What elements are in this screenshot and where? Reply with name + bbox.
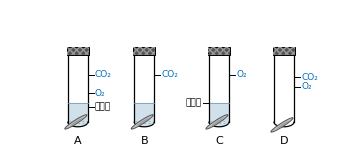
FancyBboxPatch shape xyxy=(208,47,230,55)
Text: 蜗馏水: 蜗馏水 xyxy=(95,102,111,111)
Polygon shape xyxy=(209,103,229,127)
FancyBboxPatch shape xyxy=(273,47,295,55)
Text: C: C xyxy=(215,136,223,146)
Polygon shape xyxy=(68,103,88,127)
Text: 蜗馏水: 蜗馏水 xyxy=(186,98,202,107)
FancyBboxPatch shape xyxy=(133,47,155,55)
Text: CO₂: CO₂ xyxy=(95,70,112,79)
Ellipse shape xyxy=(137,118,149,126)
Text: CO₂: CO₂ xyxy=(301,73,318,82)
Ellipse shape xyxy=(277,121,289,129)
Text: A: A xyxy=(74,136,82,146)
Text: O₂: O₂ xyxy=(301,82,312,91)
Ellipse shape xyxy=(212,118,224,126)
Ellipse shape xyxy=(206,115,228,129)
Text: CO₂: CO₂ xyxy=(161,70,178,79)
Text: O₂: O₂ xyxy=(95,89,106,98)
Ellipse shape xyxy=(65,115,87,129)
Text: O₂: O₂ xyxy=(236,70,247,79)
Text: D: D xyxy=(280,136,288,146)
Ellipse shape xyxy=(271,118,293,132)
FancyBboxPatch shape xyxy=(67,47,89,55)
Ellipse shape xyxy=(131,115,153,129)
Ellipse shape xyxy=(71,118,83,126)
Polygon shape xyxy=(134,103,154,127)
Text: B: B xyxy=(140,136,148,146)
